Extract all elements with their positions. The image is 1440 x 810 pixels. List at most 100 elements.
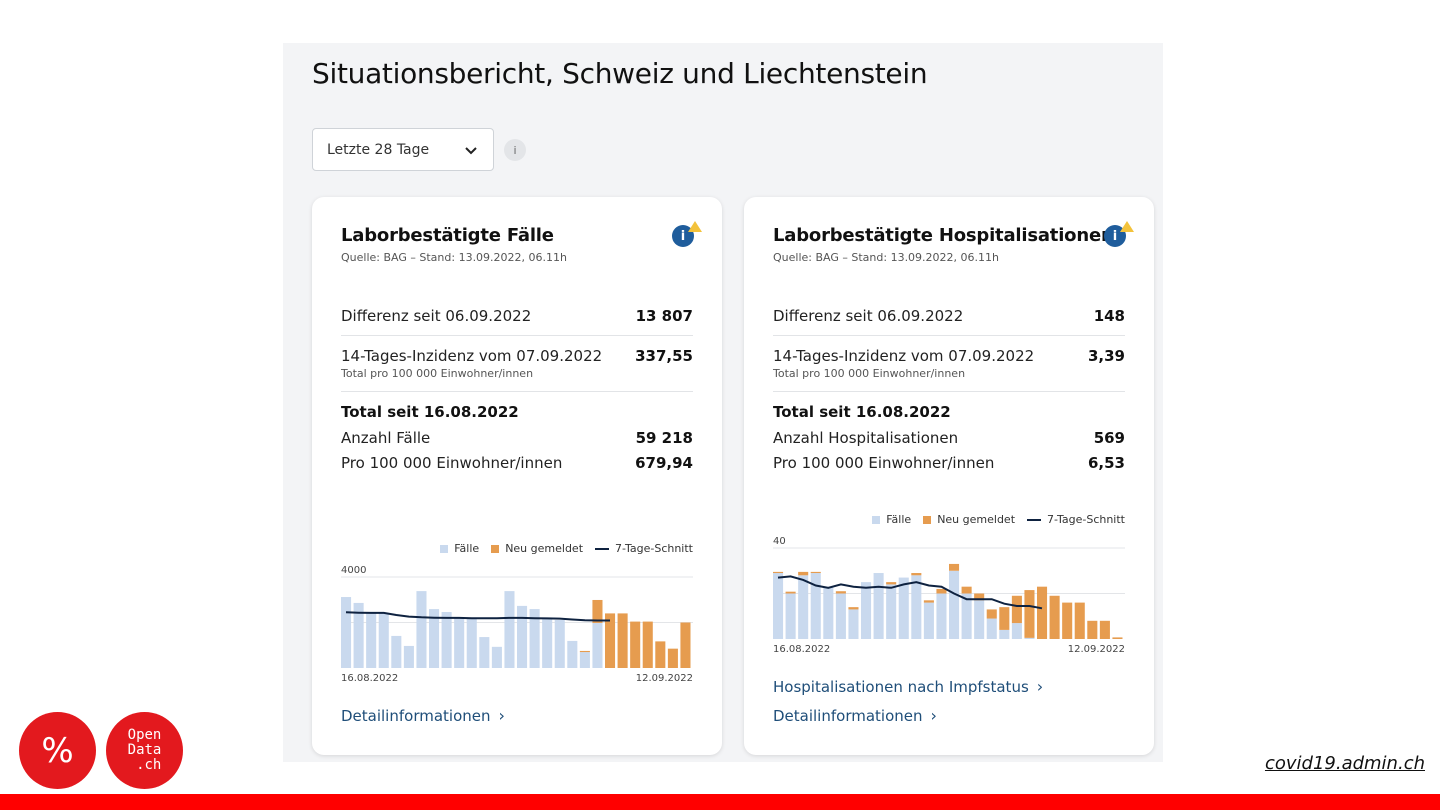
chevron-right-icon: › [498, 706, 505, 725]
bar-neu-gemeldet [579, 650, 590, 653]
per100k-label: Pro 100 000 Einwohner/innen [341, 454, 563, 472]
bar-faelle [823, 586, 834, 639]
legend-faelle: Fälle [872, 513, 911, 526]
bar-faelle [986, 618, 997, 639]
per100k-label: Pro 100 000 Einwohner/innen [773, 454, 995, 472]
report-panel: Situationsbericht, Schweiz und Liechtens… [283, 43, 1163, 762]
bar-faelle [579, 652, 590, 668]
hosp-chart: 40 16.08.2022 12.09.2022 [773, 534, 1125, 660]
diff-value: 13 807 [635, 307, 693, 325]
bar-neu-gemeldet [936, 588, 947, 594]
y-tick-label: 40 [773, 536, 786, 547]
bar-neu-gemeldet [961, 586, 972, 594]
incidence-row: 14-Tages-Inzidenz vom 07.09.2022 337,55 [341, 347, 693, 365]
bar-faelle [479, 637, 490, 668]
bar-neu-gemeldet [1074, 602, 1085, 639]
bar-faelle [798, 575, 809, 639]
warning-icon [688, 221, 702, 232]
period-select[interactable]: Letzte 28 Tage [312, 128, 494, 171]
bar-faelle [454, 617, 465, 668]
bar-faelle [378, 612, 389, 668]
incidence-sub: Total pro 100 000 Einwohner/innen [341, 367, 534, 380]
legend-avg: 7-Tage-Schnitt [1027, 513, 1125, 526]
bar-faelle [567, 640, 578, 668]
bar-faelle [999, 629, 1010, 639]
bar-neu-gemeldet [667, 648, 678, 668]
line-7-tage-schnitt [345, 611, 610, 622]
count-label: Anzahl Hospitalisationen [773, 429, 959, 447]
bar-faelle [341, 597, 352, 668]
bar-neu-gemeldet [680, 622, 691, 668]
card-source: Quelle: BAG – Stand: 13.09.2022, 06.11h [773, 251, 1000, 264]
bar-faelle [353, 602, 364, 668]
bar-faelle [848, 609, 859, 639]
x-start-label: 16.08.2022 [773, 644, 830, 655]
count-row: Anzahl Fälle 59 218 [341, 429, 693, 447]
bar-faelle [911, 575, 922, 639]
legend-faelle: Fälle [440, 542, 479, 555]
details-link[interactable]: Detailinformationen › [341, 706, 505, 725]
incidence-row: 14-Tages-Inzidenz vom 07.09.2022 3,39 [773, 347, 1125, 365]
bar-faelle [936, 593, 947, 639]
opendata-logo-symbol: % [19, 712, 96, 789]
diff-value: 148 [1093, 307, 1125, 325]
bar-faelle [810, 573, 821, 639]
bar-faelle [466, 617, 477, 668]
bar-neu-gemeldet [1049, 595, 1060, 639]
bar-faelle [429, 609, 440, 668]
bar-faelle [974, 600, 985, 639]
brand-bar [0, 794, 1440, 810]
divider [341, 335, 693, 336]
cases-chart: 4000 16.08.2022 12.09.2022 [341, 563, 693, 689]
bar-neu-gemeldet [974, 593, 985, 601]
period-info-icon[interactable]: i [504, 139, 526, 161]
bar-faelle [949, 570, 960, 639]
legend-neu: Neu gemeldet [923, 513, 1015, 526]
bar-neu-gemeldet [848, 607, 859, 610]
diff-label: Differenz seit 06.09.2022 [773, 307, 964, 325]
bar-faelle [785, 593, 796, 639]
bar-faelle [554, 619, 565, 668]
bar-faelle [886, 584, 897, 639]
warning-icon [1120, 221, 1134, 232]
bar-neu-gemeldet [592, 599, 603, 623]
x-end-label: 12.09.2022 [1068, 644, 1125, 655]
total-heading: Total seit 16.08.2022 [773, 403, 951, 421]
incidence-sub: Total pro 100 000 Einwohner/innen [773, 367, 966, 380]
bar-faelle [861, 582, 872, 639]
bar-neu-gemeldet [1024, 590, 1035, 638]
card-title: Laborbestätigte Fälle [341, 225, 554, 246]
count-value: 59 218 [635, 429, 693, 447]
card-hospitalisations: Laborbestätigte Hospitalisationen Quelle… [744, 197, 1154, 755]
bar-faelle [923, 602, 934, 639]
bar-neu-gemeldet [1011, 595, 1022, 624]
bar-faelle [517, 605, 528, 668]
bar-faelle [873, 573, 884, 639]
divider [773, 391, 1125, 392]
incidence-value: 3,39 [1087, 347, 1125, 365]
legend-neu: Neu gemeldet [491, 542, 583, 555]
chart-legend: Fälle Neu gemeldet 7-Tage-Schnitt [440, 542, 693, 555]
cases-chart-svg: 4000 16.08.2022 12.09.2022 [341, 565, 693, 684]
bar-neu-gemeldet [605, 613, 616, 668]
diff-row: Differenz seit 06.09.2022 148 [773, 307, 1125, 325]
bar-neu-gemeldet [911, 573, 922, 576]
details-link[interactable]: Detailinformationen › [773, 706, 937, 725]
hosp-chart-svg: 40 16.08.2022 12.09.2022 [773, 536, 1125, 655]
bar-neu-gemeldet [810, 571, 821, 574]
card-cases: Laborbestätigte Fälle Quelle: BAG – Stan… [312, 197, 722, 755]
bar-faelle [366, 612, 377, 668]
source-link[interactable]: covid19.admin.ch [1264, 753, 1425, 774]
bar-neu-gemeldet [617, 613, 628, 668]
bar-neu-gemeldet [655, 641, 666, 668]
x-end-label: 12.09.2022 [636, 673, 693, 684]
bar-faelle [504, 591, 515, 668]
per100k-row: Pro 100 000 Einwohner/innen 6,53 [773, 454, 1125, 472]
bar-faelle [391, 635, 402, 668]
bar-faelle [835, 593, 846, 639]
vaccination-status-link[interactable]: Hospitalisationen nach Impfstatus › [773, 677, 1044, 696]
bar-faelle [491, 646, 502, 668]
divider [341, 391, 693, 392]
chevron-right-icon: › [1036, 677, 1044, 696]
diff-label: Differenz seit 06.09.2022 [341, 307, 532, 325]
